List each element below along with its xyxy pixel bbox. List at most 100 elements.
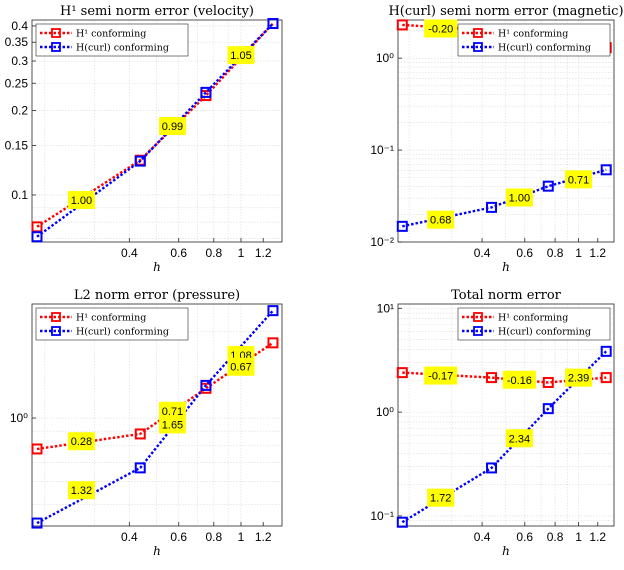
y-tick-label: 10¹ xyxy=(377,301,394,315)
y-tick-label: 0.3 xyxy=(11,54,28,68)
x-tick-label: 0.6 xyxy=(170,246,187,260)
rate-label-box xyxy=(424,366,458,385)
x-tick-label: 0.4 xyxy=(474,530,491,544)
rate-label-box xyxy=(158,415,186,434)
chart-title: Total norm error xyxy=(451,288,562,303)
data-point-hcurl xyxy=(396,220,408,232)
axes-box xyxy=(397,19,615,243)
y-tick-label: 10⁰ xyxy=(376,405,394,419)
rate-label-box xyxy=(424,19,458,38)
rate-label-text: 2.39 xyxy=(568,373,589,385)
chart-panel-2: 0.4 0.6 0.8 1 1.2 10⁻² 10⁻¹ 10⁰ H(curl) semi nor… xyxy=(370,4,623,274)
rate-label: 2.39 xyxy=(565,368,593,387)
x-tick-label: 1 xyxy=(238,246,245,260)
rate-label: 1.05 xyxy=(227,46,255,65)
legend-label-h1: H¹ conforming xyxy=(498,29,568,40)
rate-label: -0.17 xyxy=(424,366,458,385)
y-tick-label: 0.35 xyxy=(5,35,29,49)
x-axis-label: h xyxy=(502,544,510,558)
legend-box xyxy=(35,307,189,341)
rate-label: 1.72 xyxy=(427,488,455,507)
rate-label-box xyxy=(505,429,533,448)
x-tick-label: 1 xyxy=(238,530,245,544)
rate-label-box xyxy=(427,210,455,229)
chart-panel-1: 0.4 0.6 0.8 1 1.2 0.1 0.15 0.2 0.25 0.3 0.35 0.4 H¹ … xyxy=(5,4,283,274)
rate-label-box xyxy=(565,368,593,387)
legend-marker-hcurl xyxy=(473,326,483,336)
legend: H¹ conforming H(curl) conforming xyxy=(35,23,189,57)
rate-label: 1.00 xyxy=(505,188,533,207)
x-tick-label: 0.8 xyxy=(547,530,564,544)
data-point-hcurl xyxy=(396,516,408,528)
data-point-h1 xyxy=(267,337,279,349)
data-point-h1 xyxy=(396,367,408,379)
x-tick-label: 1.2 xyxy=(589,530,606,544)
chart-panel-3: 0.4 0.6 0.8 1 1.2 10⁰ L2 norm error (pressure)… xyxy=(10,288,283,558)
rate-label-text: 0.71 xyxy=(162,406,183,418)
data-point-hcurl xyxy=(267,305,279,317)
rate-label-box xyxy=(227,46,255,65)
axes-box xyxy=(397,303,615,527)
rate-label-text: 0.28 xyxy=(71,436,92,448)
y-tick-label: 10⁻¹ xyxy=(370,509,394,523)
y-tick-label: 10⁰ xyxy=(10,411,28,425)
legend-marker-hcurl xyxy=(473,42,483,52)
y-tick-label: 0.1 xyxy=(11,188,28,202)
data-point-hcurl xyxy=(200,379,212,391)
rate-label-text: 1.05 xyxy=(230,50,251,62)
rate-label: -0.20 xyxy=(424,19,458,38)
y-tick-label: 0.2 xyxy=(11,103,28,117)
legend-label-hcurl: H(curl) conforming xyxy=(498,43,591,54)
rate-label: 2.34 xyxy=(505,429,533,448)
legend-label-h1: H¹ conforming xyxy=(498,313,568,324)
legend-marker-h1 xyxy=(473,312,483,322)
rate-label: 0.67 xyxy=(227,357,255,376)
rate-label-text: 1.72 xyxy=(430,493,451,505)
rate-label-text: 1.00 xyxy=(71,195,92,207)
axes-box xyxy=(31,19,283,243)
grid xyxy=(398,304,614,526)
data-point-hcurl xyxy=(134,155,146,167)
data-point-h1 xyxy=(396,19,408,31)
data-point-hcurl xyxy=(486,201,498,213)
x-tick-label: 0.4 xyxy=(121,530,138,544)
x-tick-label: 0.4 xyxy=(121,246,138,260)
rate-label-box xyxy=(67,481,95,500)
x-tick-label: 1.2 xyxy=(255,246,272,260)
x-axis-label: h xyxy=(153,260,161,274)
legend-box xyxy=(35,23,189,57)
x-tick-label: 0.8 xyxy=(205,530,222,544)
rate-label-text: 0.71 xyxy=(568,174,589,186)
x-tick-label: 0.6 xyxy=(516,530,533,544)
y-tick-label: 0.25 xyxy=(5,76,29,90)
rate-label-box xyxy=(227,357,255,376)
x-tick-label: 0.8 xyxy=(205,246,222,260)
legend-box xyxy=(457,23,611,57)
data-point-h1 xyxy=(486,372,498,384)
x-tick-label: 0.8 xyxy=(547,246,564,260)
legend-marker-h1 xyxy=(51,28,61,38)
legend-marker-h1 xyxy=(51,312,61,322)
rate-label-text: 0.67 xyxy=(230,362,251,374)
data-point-hcurl xyxy=(542,403,554,415)
data-point-hcurl xyxy=(200,86,212,98)
rate-label-text: 1.00 xyxy=(509,192,530,204)
rate-label: 1.65 xyxy=(158,415,186,434)
y-tick-label: 10⁻¹ xyxy=(370,143,394,157)
data-point-h1 xyxy=(542,376,554,388)
data-point-hcurl xyxy=(600,345,612,357)
legend-marker-hcurl xyxy=(51,42,61,52)
rate-label-text: 1.32 xyxy=(71,485,92,497)
rate-label-box xyxy=(67,190,95,209)
rate-label-text: 2.34 xyxy=(509,433,530,445)
data-point-hcurl xyxy=(31,517,43,529)
rate-label-box xyxy=(67,432,95,451)
x-tick-label: 1.2 xyxy=(589,246,606,260)
x-axis-label: h xyxy=(153,544,161,558)
rate-label-text: -0.17 xyxy=(428,371,453,383)
rate-label-box xyxy=(565,170,593,189)
legend-box xyxy=(457,307,611,341)
data-point-h1 xyxy=(600,372,612,384)
legend-label-h1: H¹ conforming xyxy=(76,29,146,40)
